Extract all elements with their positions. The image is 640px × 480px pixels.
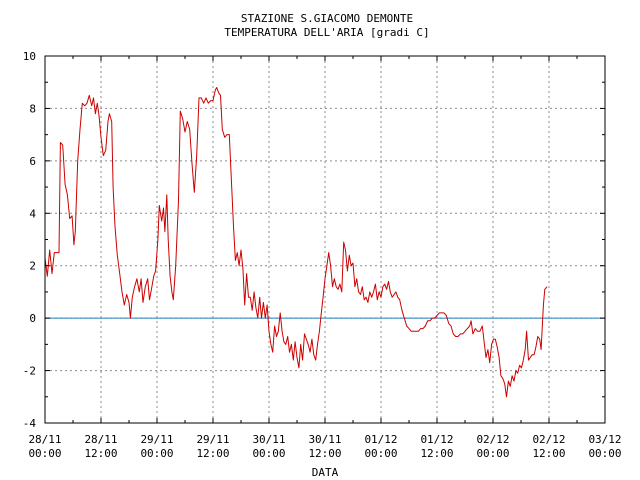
x-tick-time: 12:00 (84, 447, 117, 460)
x-tick-date: 01/12 (364, 433, 397, 446)
y-tick-label: 2 (29, 260, 36, 273)
x-tick-date: 28/11 (28, 433, 61, 446)
x-tick-date: 01/12 (420, 433, 453, 446)
y-tick-label: 4 (29, 207, 36, 220)
x-tick-date: 28/11 (84, 433, 117, 446)
chart-title: STAZIONE S.GIACOMO DEMONTE (241, 12, 413, 25)
x-tick-time: 00:00 (364, 447, 397, 460)
series-layer (44, 87, 548, 398)
x-tick-time: 12:00 (308, 447, 341, 460)
x-tick-time: 12:00 (420, 447, 453, 460)
x-tick-date: 29/11 (140, 433, 173, 446)
y-tick-label: 10 (23, 50, 36, 63)
x-tick-date: 30/11 (252, 433, 285, 446)
x-tick-time: 00:00 (476, 447, 509, 460)
y-tick-label: -4 (23, 417, 37, 430)
chart-subtitle: TEMPERATURA DELL'ARIA [gradi C] (224, 26, 429, 39)
x-tick-time: 00:00 (28, 447, 61, 460)
x-axis-label: DATA (312, 466, 339, 479)
y-tick-label: 6 (29, 155, 36, 168)
x-tick-date: 02/12 (532, 433, 565, 446)
y-tick-label: 8 (29, 102, 36, 115)
x-tick-time: 12:00 (196, 447, 229, 460)
y-tick-label: -2 (23, 365, 36, 378)
y-axis: 10 8 6 4 2 0 -2 -4 (23, 50, 605, 430)
x-tick-time: 12:00 (532, 447, 565, 460)
x-tick-date: 02/12 (476, 433, 509, 446)
x-tick-date: 29/11 (196, 433, 229, 446)
x-tick-time: 00:00 (140, 447, 173, 460)
x-tick-date: 03/12 (588, 433, 621, 446)
x-tick-time: 00:00 (252, 447, 285, 460)
x-tick-time: 00:00 (588, 447, 621, 460)
x-tick-date: 30/11 (308, 433, 341, 446)
temperature-series-line (44, 87, 548, 398)
x-axis: 28/1100:0028/1112:0029/1100:0029/1112:00… (28, 56, 622, 460)
y-tick-label: 0 (29, 312, 36, 325)
